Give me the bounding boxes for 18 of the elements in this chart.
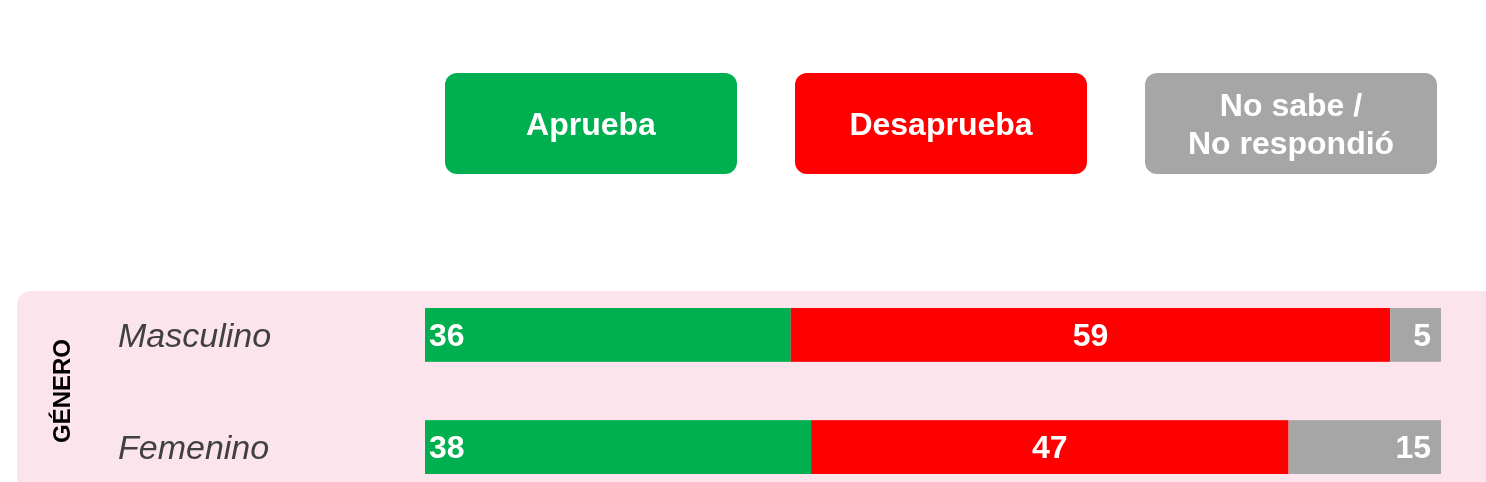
data-label: 59 [1072, 317, 1109, 354]
y-tick-label: Masculino [118, 315, 272, 354]
data-label: 47 [1032, 429, 1068, 466]
data-label: 38 [429, 429, 465, 466]
data-label: 15 [1395, 429, 1431, 466]
bar [790, 308, 1391, 362]
data-label: 36 [429, 317, 465, 354]
text: No sabe / No respondió [1187, 87, 1395, 162]
y-axis-title: GÉNERO [48, 338, 76, 444]
bar [425, 420, 812, 474]
bar [811, 420, 1289, 474]
y-tick-label: Femenino [118, 427, 270, 466]
data-label: 5 [1413, 317, 1431, 354]
text: Desaprueba [849, 106, 1033, 143]
bar [1288, 420, 1441, 474]
text: Aprueba [526, 106, 657, 143]
bar [425, 308, 791, 362]
bar [1390, 308, 1441, 362]
